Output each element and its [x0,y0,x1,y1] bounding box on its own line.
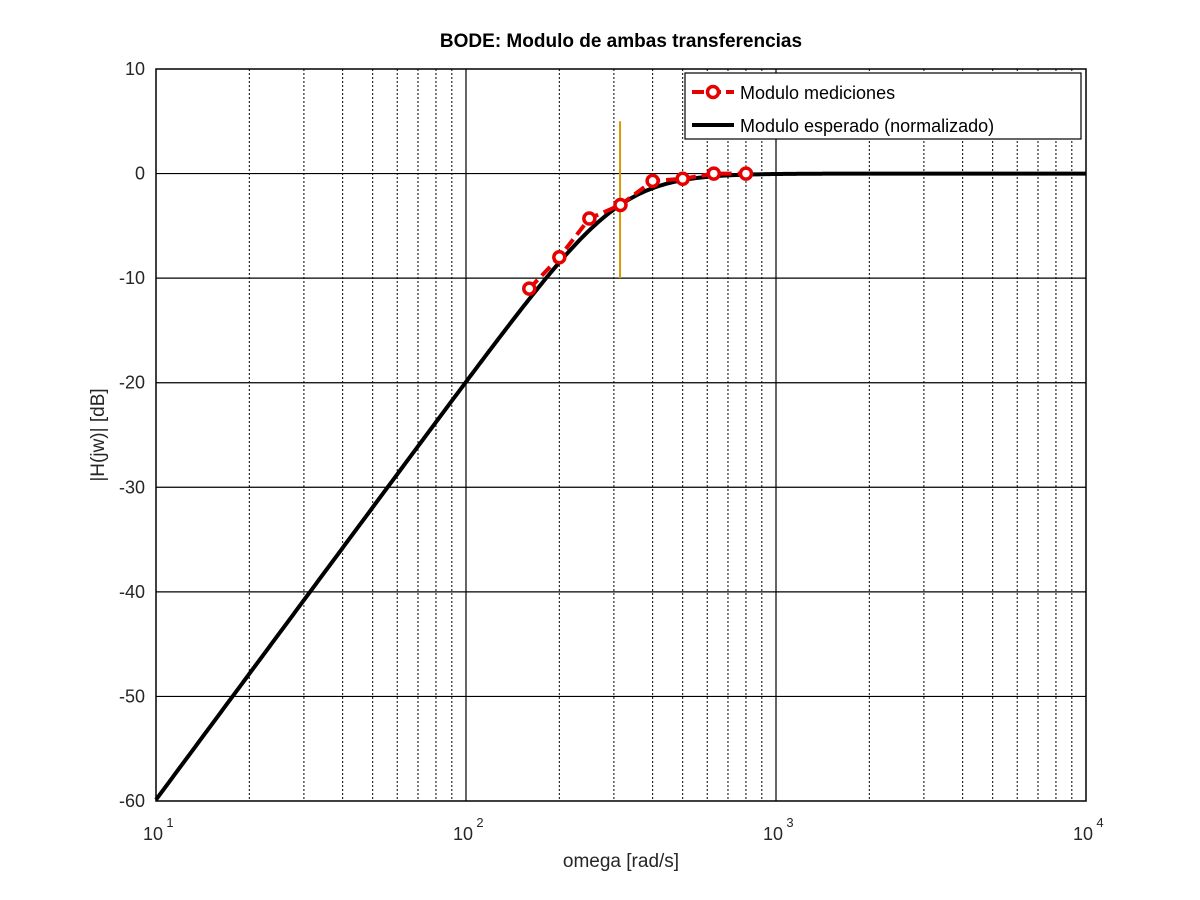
y-axis-label: |H(jw)| [dB] [88,388,109,481]
measured-point [613,197,628,213]
y-tick-label: -60 [119,791,145,811]
x-tick-exponent: 3 [786,815,793,830]
series-measured [522,166,754,296]
measured-point [675,171,690,187]
plot-frame [155,68,1087,802]
measured-point [738,166,754,181]
y-tick-label: -20 [119,373,145,393]
measured-point [645,173,660,189]
y-tick-label: -30 [119,477,145,497]
x-axis-label: omega [rad/s] [563,851,679,872]
measured-point [552,249,567,265]
x-tick-exponent: 4 [1096,815,1103,830]
legend-box [684,72,1082,140]
x-tick-label: 10 [1073,824,1093,844]
x-tick-label: 10 [453,824,473,844]
y-tick-label: -50 [119,686,145,706]
x-tick-label: 10 [143,824,163,844]
chart-title: BODE: Modulo de ambas transferencias [440,31,802,52]
legend: Modulo mediciones Modulo esperado (norma… [684,72,1082,140]
measured-point [582,211,597,226]
y-tick-label: -10 [119,268,145,288]
legend-label-measured: Modulo mediciones [740,83,895,103]
legend-label-expected: Modulo esperado (normalizado) [740,116,994,136]
measured-point [706,166,722,181]
x-tick-exponent: 2 [476,815,483,830]
measured-point [522,281,537,296]
x-tick-label: 10 [763,824,783,844]
x-tick-exponent: 1 [166,815,173,830]
y-tick-label: 0 [135,164,145,184]
y-tick-label: -40 [119,582,145,602]
legend-swatch-measured-marker [705,84,721,100]
y-tick-label: 10 [125,59,145,79]
grid-lines [156,69,1086,801]
